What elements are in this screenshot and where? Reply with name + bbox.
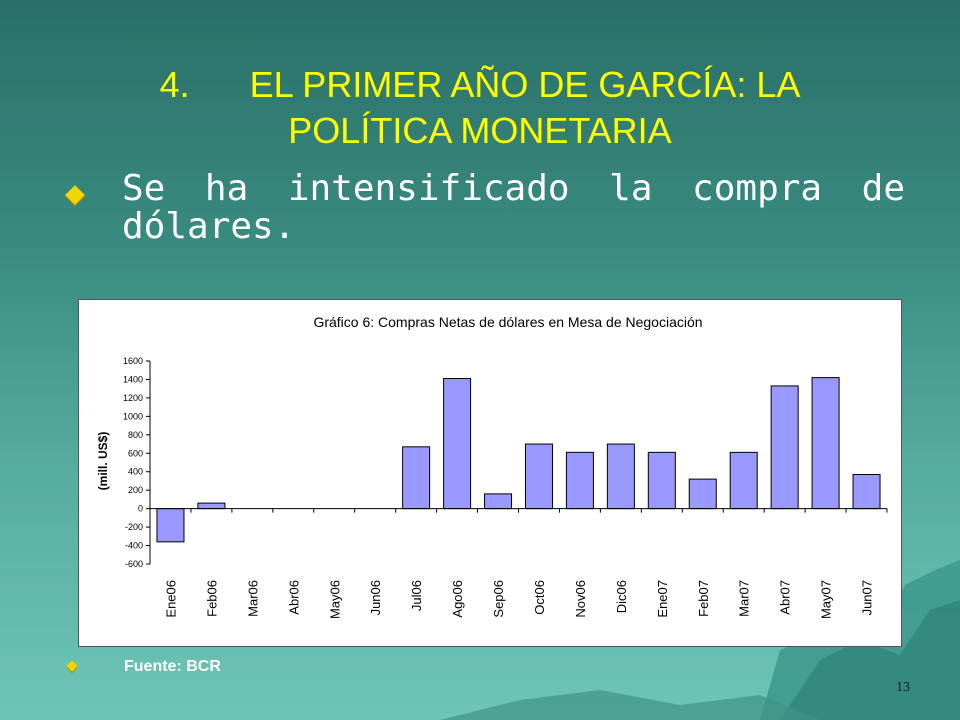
x-tick-label: Mar06 xyxy=(245,580,260,617)
source-text: Fuente: BCR xyxy=(124,658,221,675)
y-tick-label: 600 xyxy=(128,448,143,458)
y-axis-label: (mill. US$) xyxy=(96,432,110,491)
bar-Dic06 xyxy=(606,443,635,510)
bar-Feb06 xyxy=(197,502,226,510)
y-tick-label: -200 xyxy=(125,522,143,532)
bar-Jun07 xyxy=(852,473,881,510)
y-tick-label: -400 xyxy=(125,541,143,551)
bar-Oct06 xyxy=(524,443,553,510)
y-tick-label: 400 xyxy=(128,467,143,477)
title-number: 4. xyxy=(159,64,190,105)
chart-title: Gráfico 6: Compras Netas de dólares en M… xyxy=(313,314,702,330)
y-tick-label: 1200 xyxy=(123,393,143,403)
page-number: 13 xyxy=(896,680,910,695)
y-tick-label: 0 xyxy=(138,504,143,514)
x-tick-label: Sep06 xyxy=(491,580,506,618)
bar-Feb07 xyxy=(688,478,717,510)
x-tick-label: Jun07 xyxy=(860,580,875,615)
x-tick-label: Dic06 xyxy=(614,580,629,613)
y-tick-label: 1000 xyxy=(123,411,143,421)
x-tick-label: Feb06 xyxy=(204,580,219,617)
x-tick-label: Ene07 xyxy=(655,580,670,618)
x-tick-label: Feb07 xyxy=(696,580,711,617)
x-tick-label: Mar07 xyxy=(737,580,752,617)
bar-May07 xyxy=(811,377,840,510)
y-tick-label: -600 xyxy=(125,559,143,569)
x-tick-label: Ene06 xyxy=(163,580,178,618)
bar-Jul06 xyxy=(402,446,431,510)
x-tick-label: May06 xyxy=(327,580,342,619)
x-tick-label: Abr07 xyxy=(778,580,793,615)
x-tick-label: Jul06 xyxy=(409,580,424,611)
bullet-text: Se ha intensificado la compra de dólares… xyxy=(122,168,905,247)
bar-Abr07 xyxy=(770,385,799,510)
y-tick-label: 200 xyxy=(128,485,143,495)
bar-chart: Gráfico 6: Compras Netas de dólares en M… xyxy=(96,314,888,619)
y-tick-label: 800 xyxy=(128,430,143,440)
bar-Ago06 xyxy=(443,378,472,510)
diamond-bullet-icon xyxy=(65,185,85,205)
x-tick-label: Oct06 xyxy=(532,580,547,615)
bullet-point: Se ha intensificado la compra de dólares… xyxy=(60,170,905,246)
x-tick-label: Jun06 xyxy=(368,580,383,615)
diamond-bullet-icon xyxy=(66,660,78,672)
bar-Sep06 xyxy=(484,493,513,510)
bar-Ene07 xyxy=(647,451,676,510)
x-tick-label: Ago06 xyxy=(450,580,465,618)
y-tick-label: 1600 xyxy=(123,356,143,366)
y-tick-label: 1400 xyxy=(123,374,143,384)
slide-title: 4. EL PRIMER AÑO DE GARCÍA: LA POLÍTICA M… xyxy=(60,62,900,154)
title-line-1: EL PRIMER AÑO DE GARCÍA: LA xyxy=(249,64,801,105)
bar-Nov06 xyxy=(565,451,594,510)
x-tick-label: Nov06 xyxy=(573,580,588,618)
source-note: Fuente: BCR xyxy=(60,658,221,676)
title-line-2: POLÍTICA MONETARIA xyxy=(288,110,672,151)
x-tick-label: May07 xyxy=(819,580,834,619)
bar-Ene06 xyxy=(156,508,185,543)
chart-container: Gráfico 6: Compras Netas de dólares en M… xyxy=(78,299,902,647)
bar-Mar07 xyxy=(729,451,758,510)
x-tick-label: Abr06 xyxy=(286,580,301,615)
